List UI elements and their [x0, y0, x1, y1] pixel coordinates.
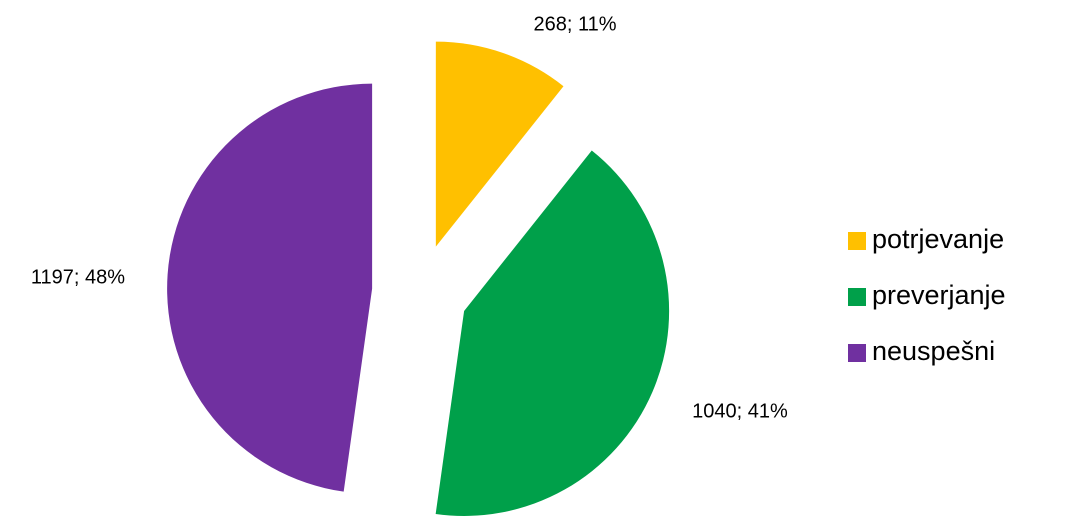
pie-slice — [167, 83, 373, 492]
pie-slice — [435, 150, 670, 516]
legend-label: neuspešni — [872, 336, 995, 366]
data-label: 1197; 48% — [31, 266, 125, 288]
legend-label: preverjanje — [872, 280, 1006, 310]
legend-swatch — [848, 232, 866, 250]
data-label: 1040; 41% — [692, 400, 788, 422]
legend-label: potrjevanje — [872, 224, 1004, 254]
legend-swatch — [848, 288, 866, 306]
pie-slice — [435, 41, 564, 247]
data-label: 268; 11% — [533, 13, 616, 35]
legend-swatch — [848, 344, 866, 362]
